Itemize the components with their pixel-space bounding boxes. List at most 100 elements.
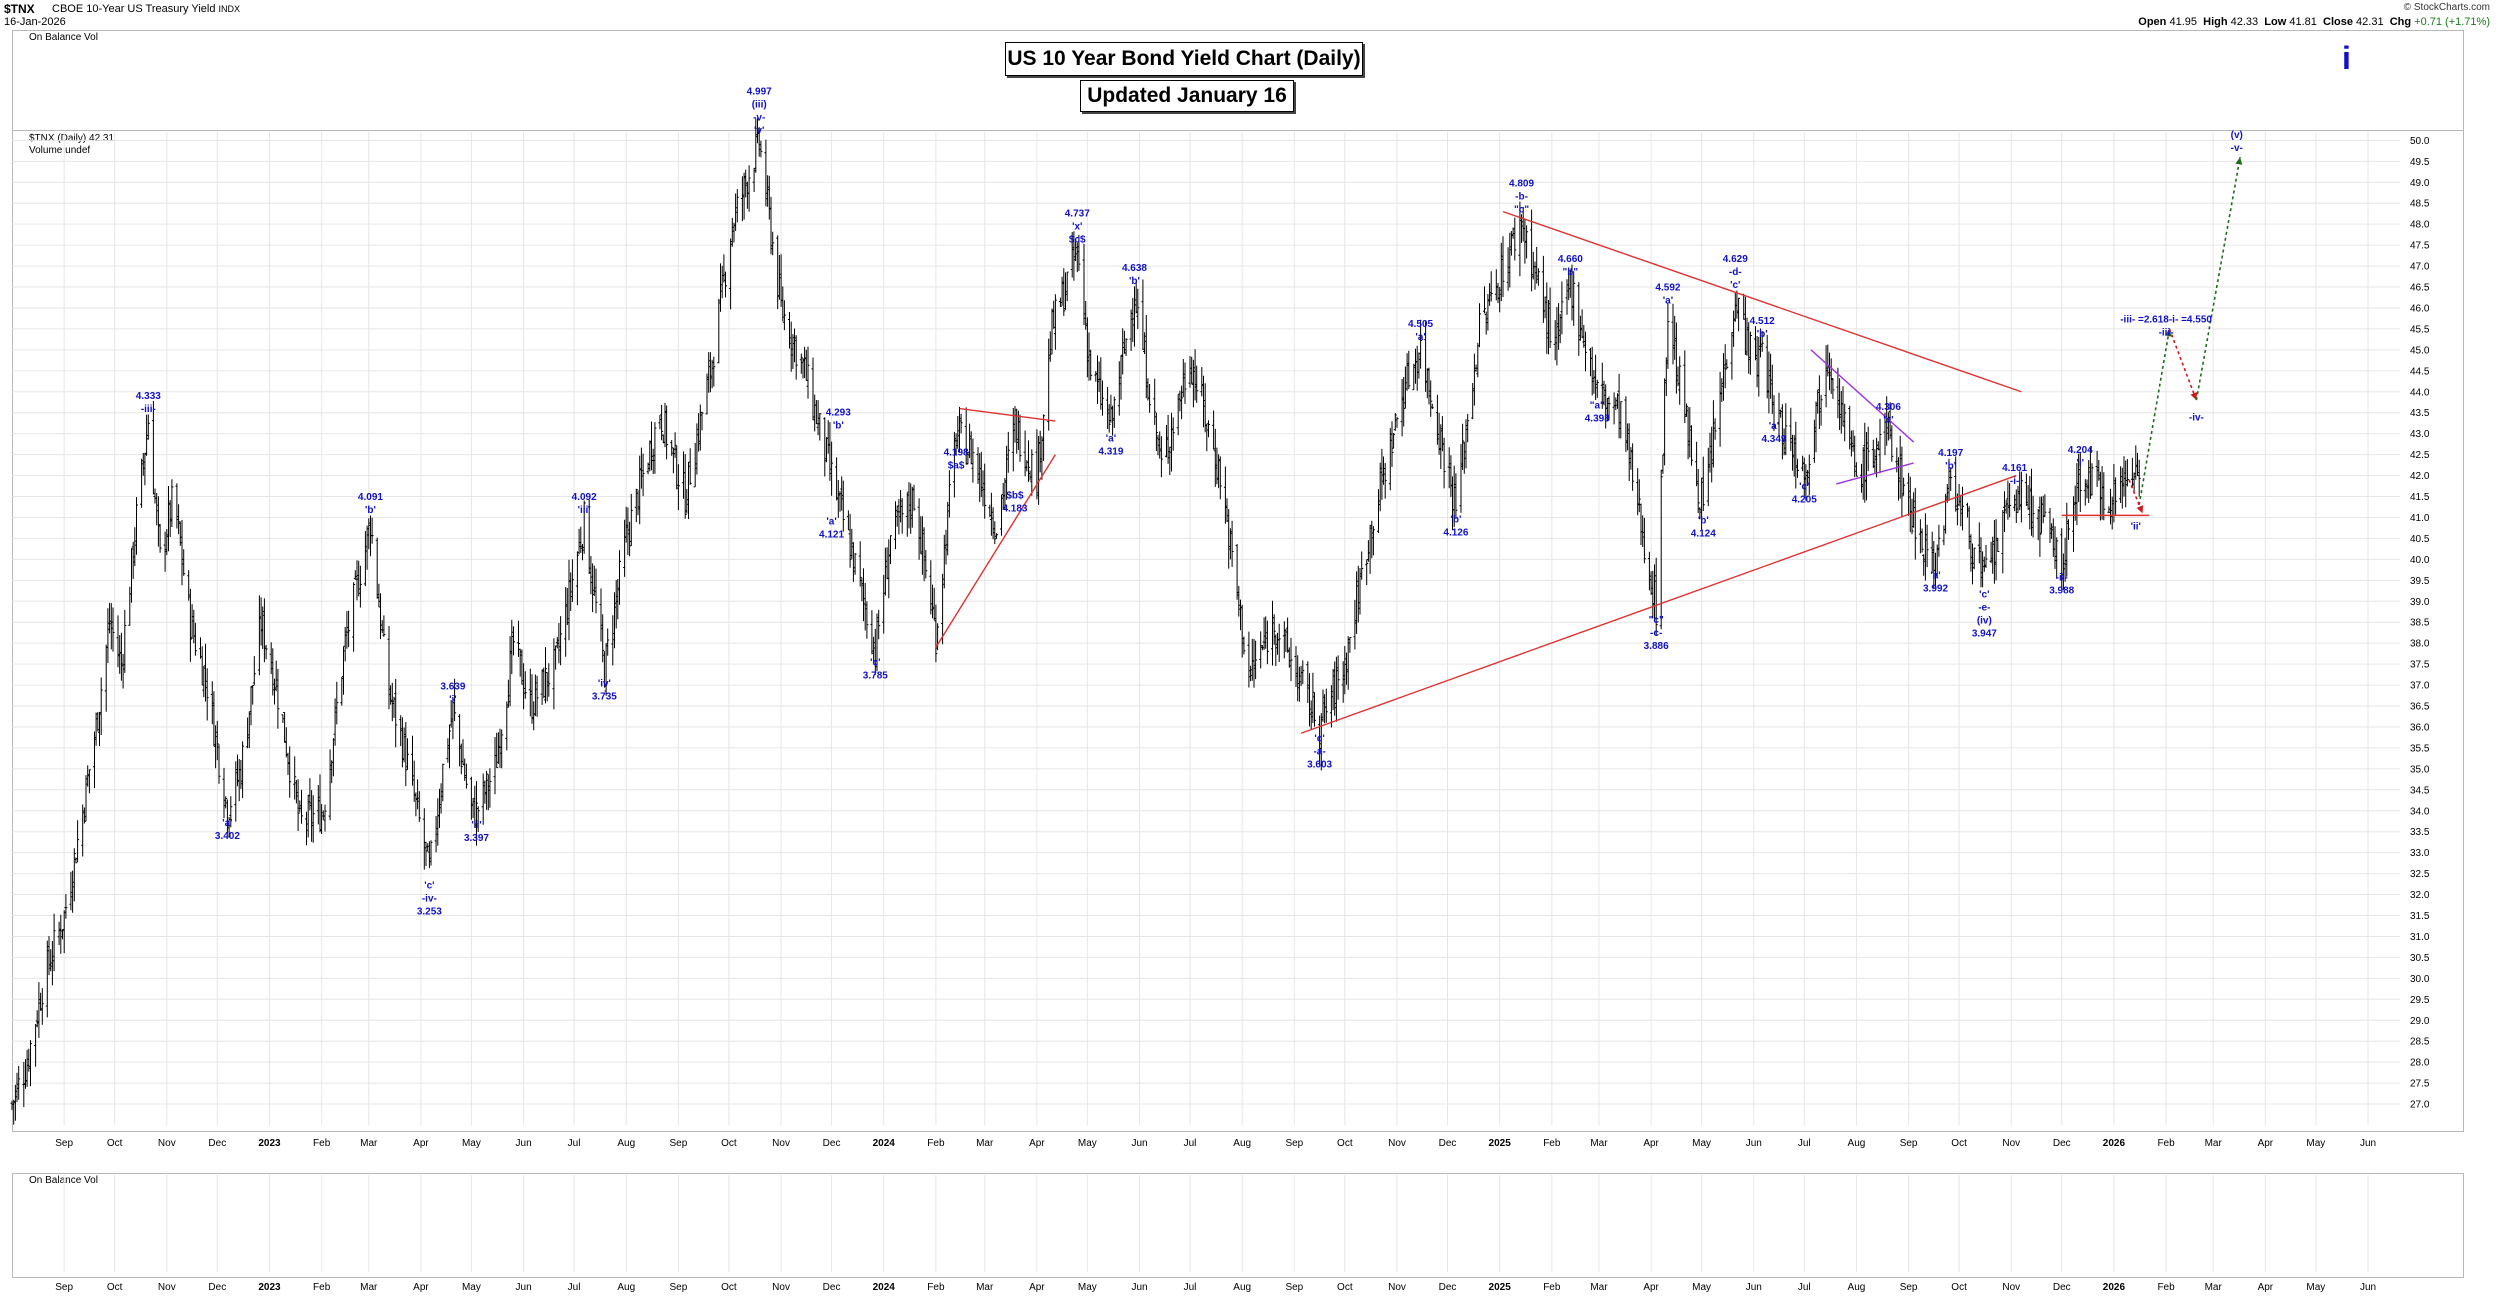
- ohlc-bar: [1525, 225, 1529, 259]
- wave-label: 3.992: [1923, 584, 1948, 595]
- ohlc-bar: [1180, 385, 1184, 420]
- x-tick-label-bottom: 2024: [873, 1282, 896, 1293]
- ohlc-bar: [1271, 600, 1274, 666]
- ohlc-bar: [1966, 502, 1969, 518]
- x-tick-label: Aug: [1233, 1138, 1251, 1149]
- wave-label: 'i': [449, 695, 457, 706]
- ohlc-bar: [2114, 477, 2118, 515]
- ohlc-bar: [2078, 452, 2082, 512]
- wave-label: 'b': [1129, 276, 1140, 287]
- ohlc-bar: [153, 488, 157, 504]
- ohlc-bar: [618, 550, 621, 605]
- ohlc-bar: [897, 499, 901, 535]
- wave-label: 4.121: [819, 530, 844, 541]
- ohlc-bar: [1027, 440, 1030, 482]
- ohlc-bar: [1205, 423, 1209, 452]
- ohlc-bar: [331, 738, 335, 777]
- open-label: Open: [2138, 16, 2167, 28]
- ohlc-bar: [411, 735, 414, 786]
- ohlc-bar: [269, 642, 273, 675]
- ohlc-bar: [794, 335, 798, 380]
- ohlc-bar: [130, 548, 133, 603]
- ohlc-bar: [135, 497, 138, 555]
- ohlc-bar: [377, 583, 381, 608]
- ohlc-bar: [969, 431, 973, 465]
- ohlc-bar: [2137, 459, 2141, 497]
- ohlc-bar: [1843, 403, 1847, 442]
- ohlc-bar: [1828, 352, 1831, 391]
- ohlc-bar: [1484, 311, 1488, 335]
- ohlc-bar: [1107, 404, 1111, 433]
- ohlc-bar: [1047, 338, 1051, 431]
- ohlc-bar: [823, 417, 827, 477]
- y-tick-label: 39.5: [2410, 576, 2430, 587]
- ohlc-bar: [959, 413, 963, 434]
- wave-label: (iii): [752, 100, 767, 111]
- ohlc-bar: [1284, 628, 1288, 652]
- ohlc-bar: [293, 756, 297, 800]
- chg-value: +0.71 (+1.71%): [2414, 16, 2490, 28]
- y-tick-label: 46.5: [2410, 283, 2430, 294]
- y-tick-label: 42.5: [2410, 450, 2430, 461]
- ohlc-bar: [402, 727, 406, 763]
- x-tick-label: Jun: [516, 1138, 532, 1149]
- ohlc-bar: [1784, 403, 1788, 456]
- ohlc-bar: [2112, 464, 2116, 523]
- wave-label: 'a': [1930, 571, 1940, 582]
- ohlc-bar: [13, 1084, 17, 1121]
- wave-label: (iv): [1977, 616, 1992, 627]
- ohlc-bar: [2130, 457, 2134, 488]
- ohlc-bar: [570, 559, 574, 602]
- ohlc-bar: [1826, 344, 1830, 377]
- ohlc-bar: [1133, 286, 1136, 347]
- ohlc-bar: [1037, 436, 1041, 505]
- ohlc-bar: [15, 1072, 19, 1103]
- ohlc-bar: [1050, 308, 1054, 355]
- ohlc-bar: [1678, 356, 1682, 405]
- wave-label: -c-: [1650, 628, 1662, 639]
- ticker-name: CBOE 10-Year US Treasury Yield INDX: [52, 3, 240, 15]
- x-tick-label: Mar: [1590, 1138, 1608, 1149]
- ohlc-bar: [670, 440, 674, 456]
- ohlc-bar: [475, 781, 478, 846]
- ohlc-bar: [1089, 349, 1093, 381]
- ohlc-bar: [310, 790, 314, 842]
- ohlc-bar: [1685, 403, 1688, 417]
- y-tick-label: 33.0: [2410, 848, 2430, 859]
- wave-label: 4.349: [1761, 434, 1786, 445]
- wave-label: 'b': [365, 505, 376, 516]
- ohlc-bar: [1144, 315, 1148, 399]
- ohlc-bar: [305, 811, 308, 846]
- y-tick-label: 32.0: [2410, 890, 2430, 901]
- x-tick-label-bottom: 2026: [2103, 1282, 2126, 1293]
- ohlc-bar: [1195, 365, 1199, 403]
- open-value: 41.95: [2169, 16, 2197, 28]
- ohlc-bar: [119, 632, 123, 681]
- x-tick-label: May: [1078, 1138, 1097, 1149]
- x-tick-label: 2026: [2103, 1138, 2126, 1149]
- y-tick-label: 43.5: [2410, 408, 2430, 419]
- wave-label: -iv-: [2189, 412, 2204, 423]
- wave-label: 4.319: [1098, 447, 1123, 458]
- ohlc-bar: [1722, 353, 1725, 401]
- x-tick-label: Oct: [721, 1138, 737, 1149]
- ohlc-bar: [2024, 473, 2028, 506]
- ohlc-bar: [685, 488, 689, 514]
- x-tick-label-bottom: Jun: [1746, 1282, 1762, 1293]
- y-tick-label: 40.0: [2410, 555, 2430, 566]
- wave-label: $c$: [1069, 235, 1086, 246]
- x-tick-label-bottom: 2023: [258, 1282, 281, 1293]
- ohlc-bar: [464, 763, 468, 789]
- ohlc-bar: [486, 774, 490, 811]
- ohlc-bar: [2051, 518, 2055, 557]
- ohlc-bar: [517, 620, 520, 657]
- ohlc-bar: [1794, 421, 1798, 489]
- y-tick-label: 34.5: [2410, 785, 2430, 796]
- wave-label: 'c': [424, 880, 434, 891]
- ohlc-bar: [1366, 540, 1370, 562]
- ohlc-bar: [1042, 414, 1046, 461]
- ohlc-bar: [1272, 614, 1276, 645]
- ohlc-bar: [1690, 425, 1693, 466]
- ohlc-bar: [1765, 334, 1769, 399]
- ohlc-bar: [1212, 410, 1216, 450]
